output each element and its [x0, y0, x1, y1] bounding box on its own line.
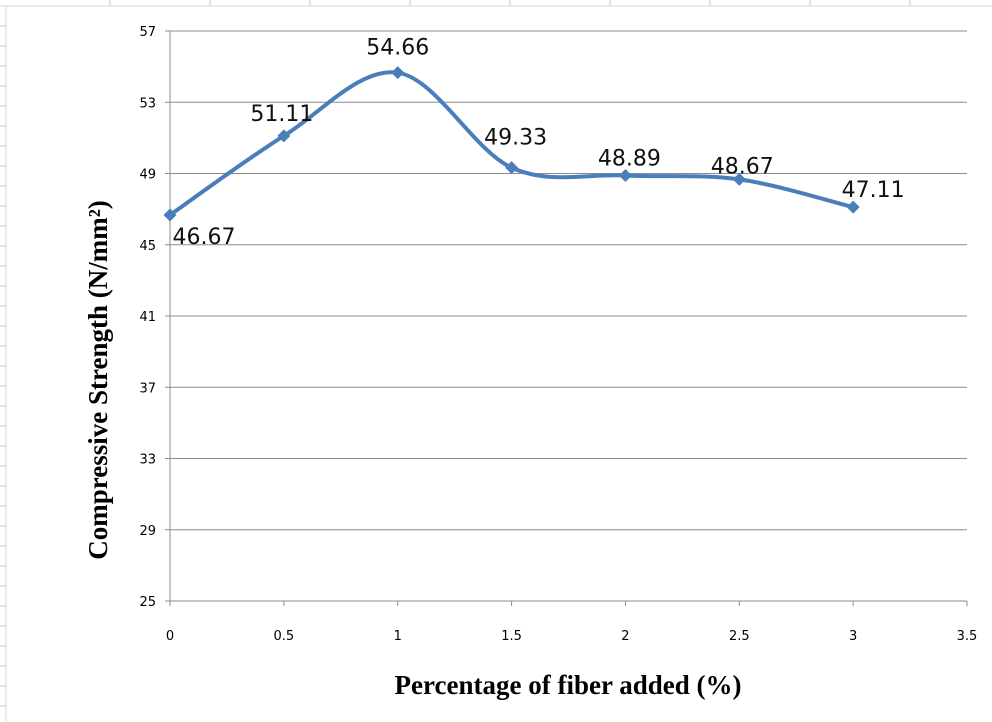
y-tick-label: 57	[139, 25, 156, 40]
x-tick-label: 0.5	[274, 629, 295, 644]
x-tick-label: 3.5	[957, 629, 978, 644]
y-tick-label: 25	[139, 595, 156, 610]
data-point-marker	[277, 129, 291, 143]
x-axis-title: Percentage of fiber added (%)	[395, 670, 742, 700]
x-tick-label: 1.5	[501, 629, 522, 644]
x-tick-label: 1	[394, 629, 402, 644]
data-label: 49.33	[484, 126, 547, 151]
data-point-marker	[732, 172, 746, 186]
data-point-marker	[846, 200, 860, 214]
data-label: 47.11	[842, 178, 905, 203]
x-tick-label: 2	[621, 629, 629, 644]
x-tick-label: 0	[166, 629, 174, 644]
data-label: 54.66	[366, 36, 429, 61]
data-label: 46.67	[173, 225, 236, 250]
data-label: 48.67	[711, 154, 774, 179]
x-tick-label: 3	[849, 629, 857, 644]
y-tick-label: 53	[139, 96, 156, 111]
y-tick-label: 29	[139, 524, 156, 539]
y-tick-label: 49	[139, 168, 156, 183]
data-point-marker	[505, 161, 519, 175]
data-point-marker	[163, 208, 177, 222]
data-label: 48.89	[598, 146, 661, 171]
data-point-marker	[618, 168, 632, 182]
y-tick-label: 33	[139, 453, 156, 468]
x-tick-label: 2.5	[729, 629, 750, 644]
y-tick-label: 37	[139, 381, 156, 396]
y-tick-label: 41	[139, 310, 156, 325]
data-point-marker	[391, 66, 405, 80]
y-tick-label: 45	[139, 239, 156, 254]
y-axis-title: Compressive Strength (N/mm²)	[83, 200, 113, 560]
data-label: 51.11	[250, 102, 313, 127]
